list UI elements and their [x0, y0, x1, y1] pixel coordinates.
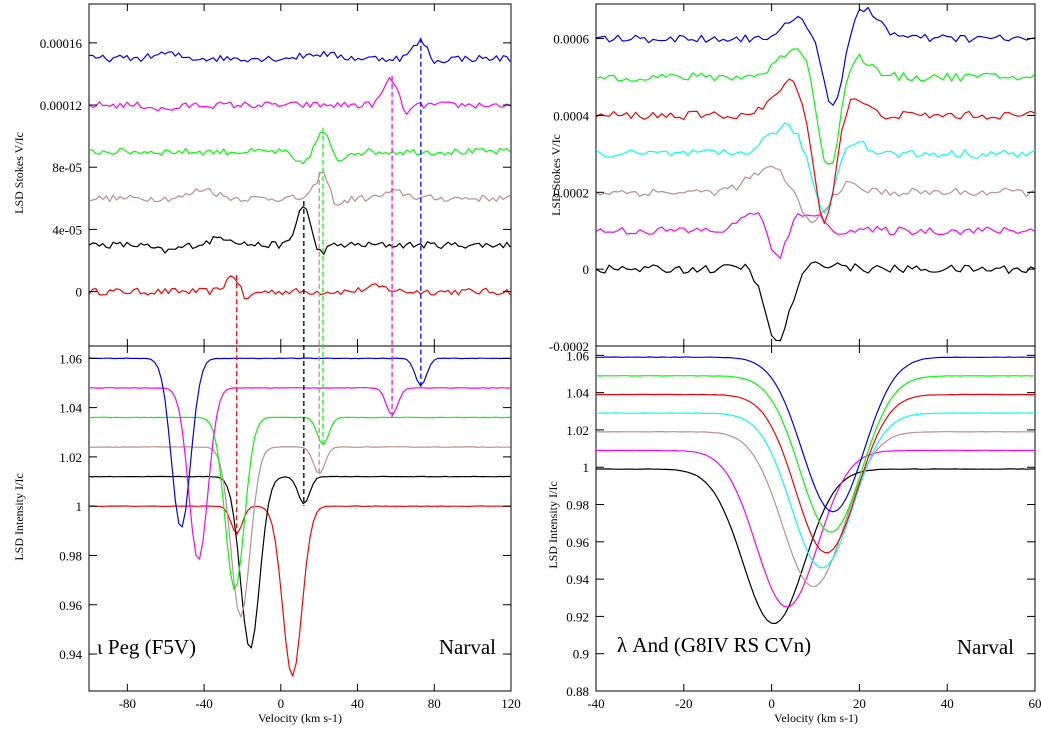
- right-top-series-3: [596, 122, 1035, 214]
- right-annotation-instrument: Narval: [957, 635, 1014, 659]
- left-bottom-xtick-label: -80: [119, 696, 136, 711]
- left-top-series-5: [89, 38, 511, 65]
- left-bottom-xtick-label: 40: [351, 696, 364, 711]
- right-bottom-ytick-label: 0.94: [566, 572, 589, 587]
- right-bottom-ytick-label: 0.9: [573, 647, 589, 662]
- right-bottom-ytick-label: 0.92: [566, 609, 589, 624]
- right-top-plot-area: [596, 6, 1035, 342]
- right-bottom-series-1: [596, 449, 1035, 608]
- right-bottom-xtick-label: -40: [587, 696, 604, 711]
- right-bottom-series-3: [596, 412, 1035, 569]
- left-bottom-ytick-label: 1: [76, 499, 83, 514]
- right-bottom-xtick-label: 0: [768, 696, 775, 711]
- left-bottom-xtick-label: 120: [501, 696, 521, 711]
- right-bottom-series-4: [596, 393, 1035, 554]
- left-bottom-ytick-label: 1.02: [59, 450, 82, 465]
- right-top-ytick-label: 0: [583, 262, 590, 277]
- right-bottom-series-0: [596, 468, 1035, 625]
- left-bottom-xtick-label: -40: [195, 696, 212, 711]
- left-xlabel: Velocity (km s-1): [258, 711, 342, 725]
- right-top-series-1: [596, 212, 1035, 259]
- left-top-ylabel: LSD Stokes V/Ic: [12, 132, 26, 214]
- right-top-series-0: [596, 261, 1035, 342]
- left-bottom-ylabel: LSD Intensity I/Ic: [12, 473, 26, 560]
- right-top-series-5: [596, 48, 1035, 165]
- right-bottom-panel: 0.88 0.9 0.92 0.94 0.96 0.98 1 1.02 1.04 1.06 -40 -…: [566, 345, 1041, 711]
- left-top-series-4: [89, 76, 511, 115]
- right-top-ytick-label: -0.0002: [549, 339, 589, 354]
- left-top-ytick-label: 8e-05: [52, 160, 82, 175]
- right-bottom-ytick-label: 1.02: [566, 423, 589, 438]
- left-top-plot-area: [89, 38, 511, 300]
- right-top-ytick-label: 0.0004: [553, 108, 589, 123]
- left-bottom-series-3: [89, 416, 511, 591]
- left-top-series-1: [89, 206, 511, 255]
- right-bottom-xtick-label: -20: [675, 696, 692, 711]
- left-bottom-series-1: [89, 475, 511, 649]
- left-top-ytick-label: 0.00012: [40, 98, 82, 113]
- right-bottom-ytick-label: 0.96: [566, 535, 589, 550]
- left-bottom-xtick-label: 0: [278, 696, 285, 711]
- right-top-ytick-label: 0.0006: [553, 32, 589, 47]
- right-top-ylabel: LSD Stokes V/Ic: [549, 134, 563, 216]
- left-bottom-series-2: [89, 446, 511, 618]
- right-bottom-plot-area: [596, 356, 1035, 625]
- right-top-series-6: [596, 6, 1035, 106]
- left-bottom-plot-area: [89, 357, 511, 677]
- left-bottom-ytick-label: 1.06: [59, 351, 82, 366]
- right-top-panel: -0.0002 0 0.0002 0.0004 0.0006: [549, 3, 1036, 354]
- left-top-series-0: [89, 275, 511, 300]
- left-bottom-series-5: [89, 357, 511, 528]
- right-bottom-series-6: [596, 356, 1035, 513]
- left-annotation-instrument: Narval: [439, 635, 496, 659]
- left-bottom-panel: 0.94 0.96 0.98 1 1.02 1.04 1.06 -80 -40 0 40 80 120: [59, 345, 521, 711]
- right-xlabel: Velocity (km s-1): [774, 711, 858, 725]
- right-bottom-xtick-label: 20: [853, 696, 866, 711]
- right-top-series-2: [596, 165, 1035, 224]
- right-bottom-ytick-label: 0.98: [566, 498, 589, 513]
- left-bottom-series-0: [89, 505, 511, 677]
- velocity-markers: [236, 37, 422, 536]
- left-bottom-ytick-label: 0.94: [59, 647, 82, 662]
- left-top-series-3: [89, 131, 511, 165]
- right-top-series-4: [596, 78, 1035, 224]
- right-bottom-ytick-label: 1: [583, 460, 590, 475]
- left-top-ytick-label: 4e-05: [52, 222, 82, 237]
- right-bottom-ytick-label: 1.04: [566, 386, 589, 401]
- right-top-ytick-label: 0.0002: [553, 185, 589, 200]
- left-top-panel: 0 4e-05 8e-05 0.00012 0.00016: [40, 3, 512, 347]
- left-bottom-series-4: [89, 387, 511, 560]
- right-bottom-series-2: [596, 431, 1035, 587]
- right-bottom-frame: [595, 345, 1036, 692]
- right-bottom-xtick-label: 60: [1029, 696, 1041, 711]
- left-top-ytick-label: 0.00016: [40, 36, 83, 51]
- right-top-frame: [595, 3, 1036, 347]
- left-bottom-xtick-label: 80: [428, 696, 441, 711]
- left-top-series-2: [89, 171, 511, 206]
- right-bottom-ytick-label: 0.88: [566, 684, 589, 699]
- right-annotation-star: λ And (G8IV RS CVn): [617, 633, 811, 657]
- left-bottom-ytick-label: 0.96: [59, 598, 82, 613]
- right-bottom-xtick-label: 40: [941, 696, 954, 711]
- left-annotation-star: ι Peg (F5V): [97, 635, 196, 659]
- left-bottom-ytick-label: 0.98: [59, 548, 82, 563]
- right-bottom-ylabel: LSD Intensity I/Ic: [546, 481, 560, 568]
- left-top-ytick-label: 0: [76, 285, 83, 300]
- right-bottom-ytick-label: 1.06: [566, 348, 589, 363]
- left-bottom-ytick-label: 1.04: [59, 401, 82, 416]
- left-top-frame: [88, 3, 512, 347]
- left-bottom-frame: [88, 345, 512, 692]
- right-bottom-series-5: [596, 375, 1035, 533]
